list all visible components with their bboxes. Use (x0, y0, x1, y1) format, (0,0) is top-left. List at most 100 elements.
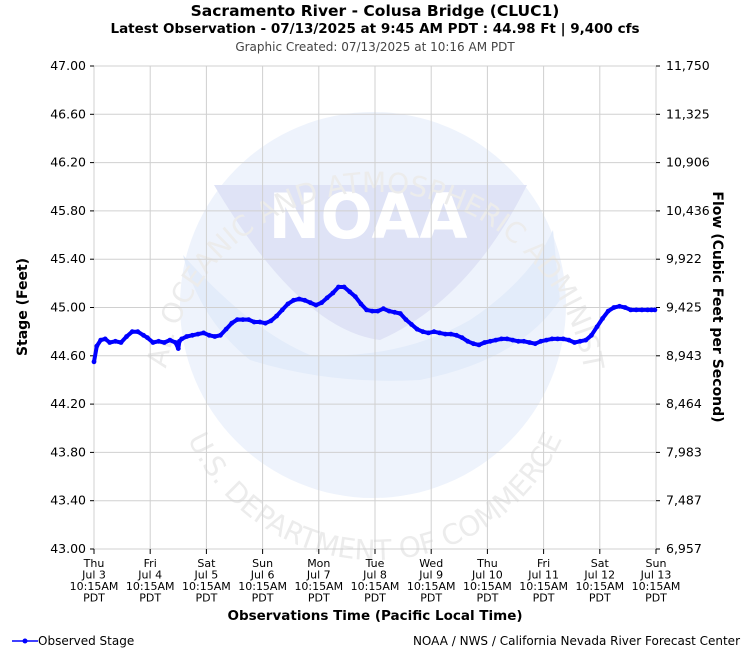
y2-tick-label: 11,750 (666, 58, 710, 73)
observed-stage-point (544, 337, 549, 343)
flow-axis: 6,957 7,487 7,983 8,464 8,943 9,425 9,922 10,43… (656, 58, 710, 556)
observed-stage-point (285, 301, 291, 307)
observed-stage-point (504, 336, 510, 342)
observed-stage-point (487, 338, 493, 344)
legend-line-marker (12, 638, 38, 644)
observed-stage-point (268, 318, 274, 324)
y2-tick-label: 9,922 (666, 251, 702, 266)
observed-stage-point (124, 334, 129, 339)
x-tick-label: Wed Jul 9 10:15AM PDT (407, 557, 456, 605)
observed-stage-point (499, 336, 504, 342)
x-tick-label: Sat Jul 5 10:15AM PDT (182, 557, 231, 605)
y2-tick-label: 11,325 (666, 106, 710, 121)
observed-stage-point (352, 294, 358, 299)
observed-stage-point (206, 332, 212, 338)
observed-stage-point (308, 300, 313, 306)
y-tick-label: 43.00 (50, 541, 86, 556)
observed-stage-point (212, 334, 218, 339)
observed-stage-point (521, 338, 527, 344)
observed-stage-point (179, 336, 185, 342)
observed-stage-point (577, 338, 583, 344)
watermark-logo-text: NOAA (269, 180, 468, 253)
observed-stage-point (381, 306, 386, 312)
legend: Observed Stage (12, 634, 134, 648)
observed-stage-point (189, 332, 195, 338)
observed-stage-point (442, 331, 448, 337)
observed-stage-point (240, 317, 246, 322)
observed-stage-point (364, 307, 369, 313)
observed-stage-point (102, 336, 108, 342)
observed-stage-point (150, 340, 156, 345)
observed-stage-point (129, 329, 135, 335)
observed-stage-point (246, 317, 252, 322)
y-axis-label: Stage (Feet) (15, 258, 31, 356)
observed-stage-point (369, 308, 375, 314)
y2-tick-label: 9,425 (666, 300, 702, 315)
observed-stage-series (91, 284, 658, 365)
observed-stage-point (341, 284, 347, 290)
observed-stage-point (617, 303, 622, 309)
y-tick-label: 46.60 (50, 106, 86, 121)
y-tick-label: 47.00 (50, 58, 86, 73)
latest-observation: Latest Observation - 07/13/2025 at 9:45 … (110, 21, 640, 37)
observed-stage-point (296, 296, 302, 302)
chart-grid (93, 65, 657, 550)
observed-stage-point (161, 340, 167, 345)
observed-stage-point (251, 319, 257, 325)
observed-stage-point (145, 335, 150, 341)
observed-stage-point (347, 289, 353, 295)
observed-stage-point (135, 329, 141, 335)
observed-stage-point (515, 338, 521, 344)
x-tick-label: Sun Jul 6 10:15AM PDT (238, 557, 287, 605)
observed-stage-point (431, 329, 437, 335)
observed-stage-point (330, 290, 336, 296)
observed-stage-point (493, 337, 499, 343)
y2-tick-label: 6,957 (666, 541, 702, 556)
observed-stage-point (594, 324, 600, 330)
observed-stage-point (201, 330, 207, 336)
observed-stage-point (589, 332, 594, 338)
observed-stage-point (156, 338, 162, 344)
observed-stage-point (173, 340, 178, 345)
observed-stage-point (223, 326, 229, 332)
y2-tick-label: 8,943 (666, 348, 702, 363)
x-tick-label: Fri Jul 4 10:15AM PDT (126, 557, 175, 605)
observed-stage-point (510, 337, 516, 343)
observed-stage-point (291, 297, 296, 303)
observed-stage-point (538, 338, 544, 344)
x-axis-label: Observations Time (Pacific Local Time) (227, 608, 522, 624)
observed-stage-point (386, 308, 392, 314)
x-tick-label: Fri Jul 11 10:15AM PDT (519, 557, 568, 605)
observed-stage-point (600, 316, 605, 321)
observed-stage-point (471, 341, 476, 347)
chart-title: Sacramento River - Colusa Bridge (CLUC1) (190, 2, 560, 20)
observed-stage-point (358, 301, 364, 307)
observed-stage-point (527, 340, 532, 345)
observed-stage-point (448, 331, 454, 337)
observed-stage-point (409, 322, 414, 327)
observed-stage-point (633, 307, 639, 313)
observed-stage-point (532, 341, 538, 347)
observed-stage-point (652, 307, 658, 313)
observed-stage-point (426, 330, 431, 336)
observed-stage-point (572, 340, 577, 345)
observed-stage-point (319, 300, 324, 306)
observed-stage-point (482, 340, 487, 345)
observed-stage-point (645, 307, 650, 313)
x-tick-label: Mon Jul 7 10:15AM PDT (294, 557, 343, 605)
credit-text: NOAA / NWS / California Nevada River For… (412, 634, 740, 648)
x-tick-label: Thu Jul 10 10:15AM PDT (463, 557, 512, 605)
observed-stage-point (454, 332, 459, 338)
y2-tick-label: 7,487 (666, 493, 702, 508)
y-tick-label: 45.00 (50, 300, 86, 315)
y2-tick-label: 8,464 (666, 396, 702, 411)
observed-stage-point (257, 319, 263, 325)
observed-stage-point (302, 297, 308, 303)
y-tick-label: 45.80 (50, 203, 86, 218)
observed-stage-point (94, 343, 100, 349)
observed-stage-point (195, 331, 201, 337)
observed-stage-point (465, 338, 471, 344)
observed-stage-point (313, 302, 319, 308)
